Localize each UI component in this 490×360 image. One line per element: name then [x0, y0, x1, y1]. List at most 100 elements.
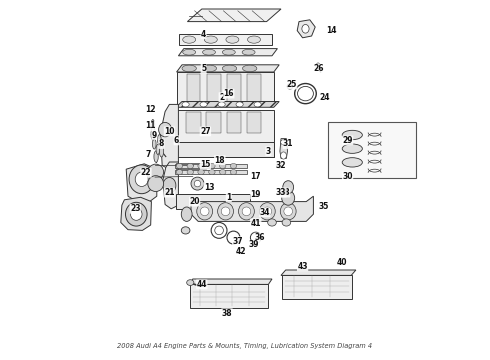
Text: 21: 21 — [164, 188, 174, 197]
Ellipse shape — [187, 170, 194, 175]
Polygon shape — [121, 197, 151, 230]
Ellipse shape — [220, 163, 226, 168]
Text: 39: 39 — [249, 240, 259, 249]
Text: 34: 34 — [260, 208, 270, 217]
Text: 13: 13 — [204, 183, 214, 192]
Bar — [206, 112, 221, 133]
Ellipse shape — [200, 207, 209, 216]
Ellipse shape — [187, 280, 194, 285]
Bar — [190, 284, 268, 308]
Ellipse shape — [209, 170, 215, 175]
Text: 10: 10 — [164, 127, 174, 136]
Bar — [176, 110, 274, 157]
Ellipse shape — [157, 135, 161, 145]
Polygon shape — [160, 104, 178, 169]
Text: 36: 36 — [254, 233, 265, 242]
Ellipse shape — [163, 177, 176, 193]
Polygon shape — [281, 270, 356, 275]
Ellipse shape — [176, 163, 183, 168]
Ellipse shape — [191, 177, 204, 190]
Ellipse shape — [209, 163, 215, 168]
Ellipse shape — [181, 207, 192, 221]
Text: 9: 9 — [152, 130, 157, 139]
Ellipse shape — [316, 63, 320, 69]
Text: 1: 1 — [226, 193, 231, 202]
Text: 25: 25 — [287, 80, 297, 89]
Ellipse shape — [197, 203, 213, 220]
Ellipse shape — [218, 203, 233, 220]
Ellipse shape — [220, 170, 226, 175]
Text: 26: 26 — [314, 64, 324, 73]
Text: 18: 18 — [215, 156, 225, 165]
Polygon shape — [163, 162, 178, 209]
Ellipse shape — [156, 144, 160, 154]
Text: 20: 20 — [189, 197, 200, 206]
Ellipse shape — [226, 36, 239, 43]
Text: 16: 16 — [223, 89, 234, 98]
Ellipse shape — [236, 102, 243, 107]
Bar — [176, 163, 206, 169]
Ellipse shape — [263, 207, 271, 216]
Bar — [282, 275, 351, 299]
Ellipse shape — [230, 163, 237, 168]
Bar — [227, 74, 241, 103]
Ellipse shape — [222, 49, 235, 55]
Ellipse shape — [183, 36, 196, 43]
Bar — [247, 112, 261, 133]
Bar — [247, 74, 261, 103]
Ellipse shape — [151, 129, 155, 140]
Text: 11: 11 — [145, 122, 155, 130]
Ellipse shape — [148, 164, 164, 180]
Ellipse shape — [282, 219, 291, 226]
Text: 7: 7 — [145, 150, 150, 159]
Ellipse shape — [283, 181, 294, 194]
Ellipse shape — [218, 102, 225, 107]
Text: 40: 40 — [337, 258, 347, 267]
Bar — [175, 164, 247, 168]
Ellipse shape — [242, 207, 251, 216]
Polygon shape — [297, 20, 315, 38]
Text: 29: 29 — [343, 136, 353, 145]
Ellipse shape — [194, 180, 201, 187]
Polygon shape — [178, 49, 277, 56]
Ellipse shape — [242, 49, 255, 55]
Ellipse shape — [287, 84, 293, 89]
Ellipse shape — [154, 151, 158, 162]
Text: 14: 14 — [326, 26, 337, 35]
Ellipse shape — [247, 36, 261, 43]
Polygon shape — [176, 65, 279, 72]
Text: 19: 19 — [250, 190, 261, 199]
Text: 32: 32 — [276, 161, 286, 170]
Ellipse shape — [152, 139, 156, 149]
Text: 44: 44 — [196, 280, 207, 289]
Text: 15: 15 — [200, 161, 211, 169]
Ellipse shape — [222, 65, 237, 72]
Ellipse shape — [181, 227, 190, 234]
Polygon shape — [189, 279, 272, 284]
Bar — [179, 34, 272, 45]
Ellipse shape — [176, 170, 183, 175]
Ellipse shape — [159, 145, 164, 157]
Text: 2008 Audi A4 Engine Parts & Mounts, Timing, Lubrication System Diagram 4: 2008 Audi A4 Engine Parts & Mounts, Timi… — [118, 343, 372, 348]
Ellipse shape — [198, 170, 204, 175]
Polygon shape — [191, 196, 314, 221]
Bar — [207, 74, 220, 103]
Polygon shape — [126, 164, 157, 202]
Text: 31: 31 — [283, 139, 294, 148]
Ellipse shape — [159, 122, 171, 137]
Ellipse shape — [243, 65, 257, 72]
Ellipse shape — [259, 203, 275, 220]
Ellipse shape — [202, 65, 217, 72]
Text: 37: 37 — [232, 237, 243, 246]
Ellipse shape — [302, 24, 309, 33]
Bar — [187, 74, 200, 103]
Text: 28: 28 — [279, 188, 290, 197]
Text: 41: 41 — [250, 219, 261, 228]
Bar — [176, 72, 274, 104]
Ellipse shape — [200, 102, 207, 107]
Polygon shape — [176, 102, 279, 107]
Text: 22: 22 — [141, 168, 151, 177]
Ellipse shape — [276, 163, 282, 168]
Ellipse shape — [135, 172, 148, 186]
Text: 8: 8 — [159, 139, 164, 148]
